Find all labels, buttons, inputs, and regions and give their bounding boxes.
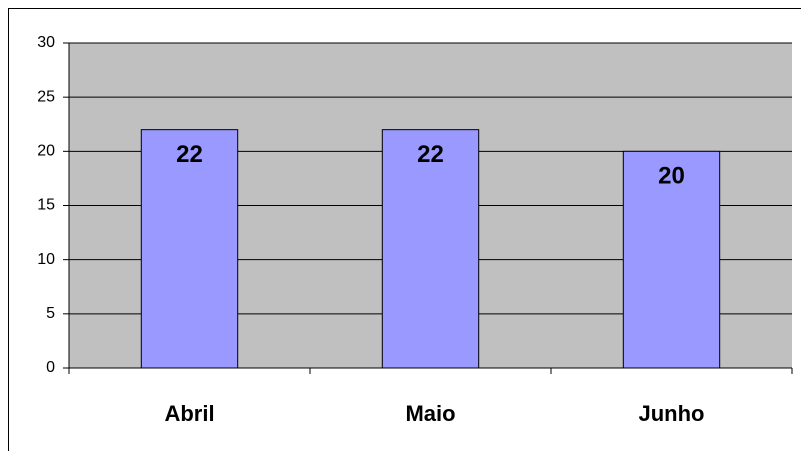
bar bbox=[381, 129, 480, 369]
y-tick-label: 5 bbox=[46, 305, 55, 322]
x-tick-label: Abril bbox=[164, 401, 214, 426]
y-tick-label: 0 bbox=[46, 359, 55, 376]
y-tick-label: 10 bbox=[37, 251, 55, 268]
x-tick-label: Maio bbox=[405, 401, 455, 426]
x-tick-label: Junho bbox=[639, 401, 705, 426]
y-tick-label: 20 bbox=[37, 143, 55, 160]
y-tick-label: 30 bbox=[37, 34, 55, 51]
bar bbox=[140, 129, 239, 369]
y-tick-label: 25 bbox=[37, 88, 55, 105]
data-label: 20 bbox=[658, 163, 685, 190]
data-label: 22 bbox=[176, 141, 203, 168]
data-label: 22 bbox=[417, 141, 444, 168]
y-tick-label: 15 bbox=[37, 197, 55, 214]
bar bbox=[622, 150, 721, 369]
